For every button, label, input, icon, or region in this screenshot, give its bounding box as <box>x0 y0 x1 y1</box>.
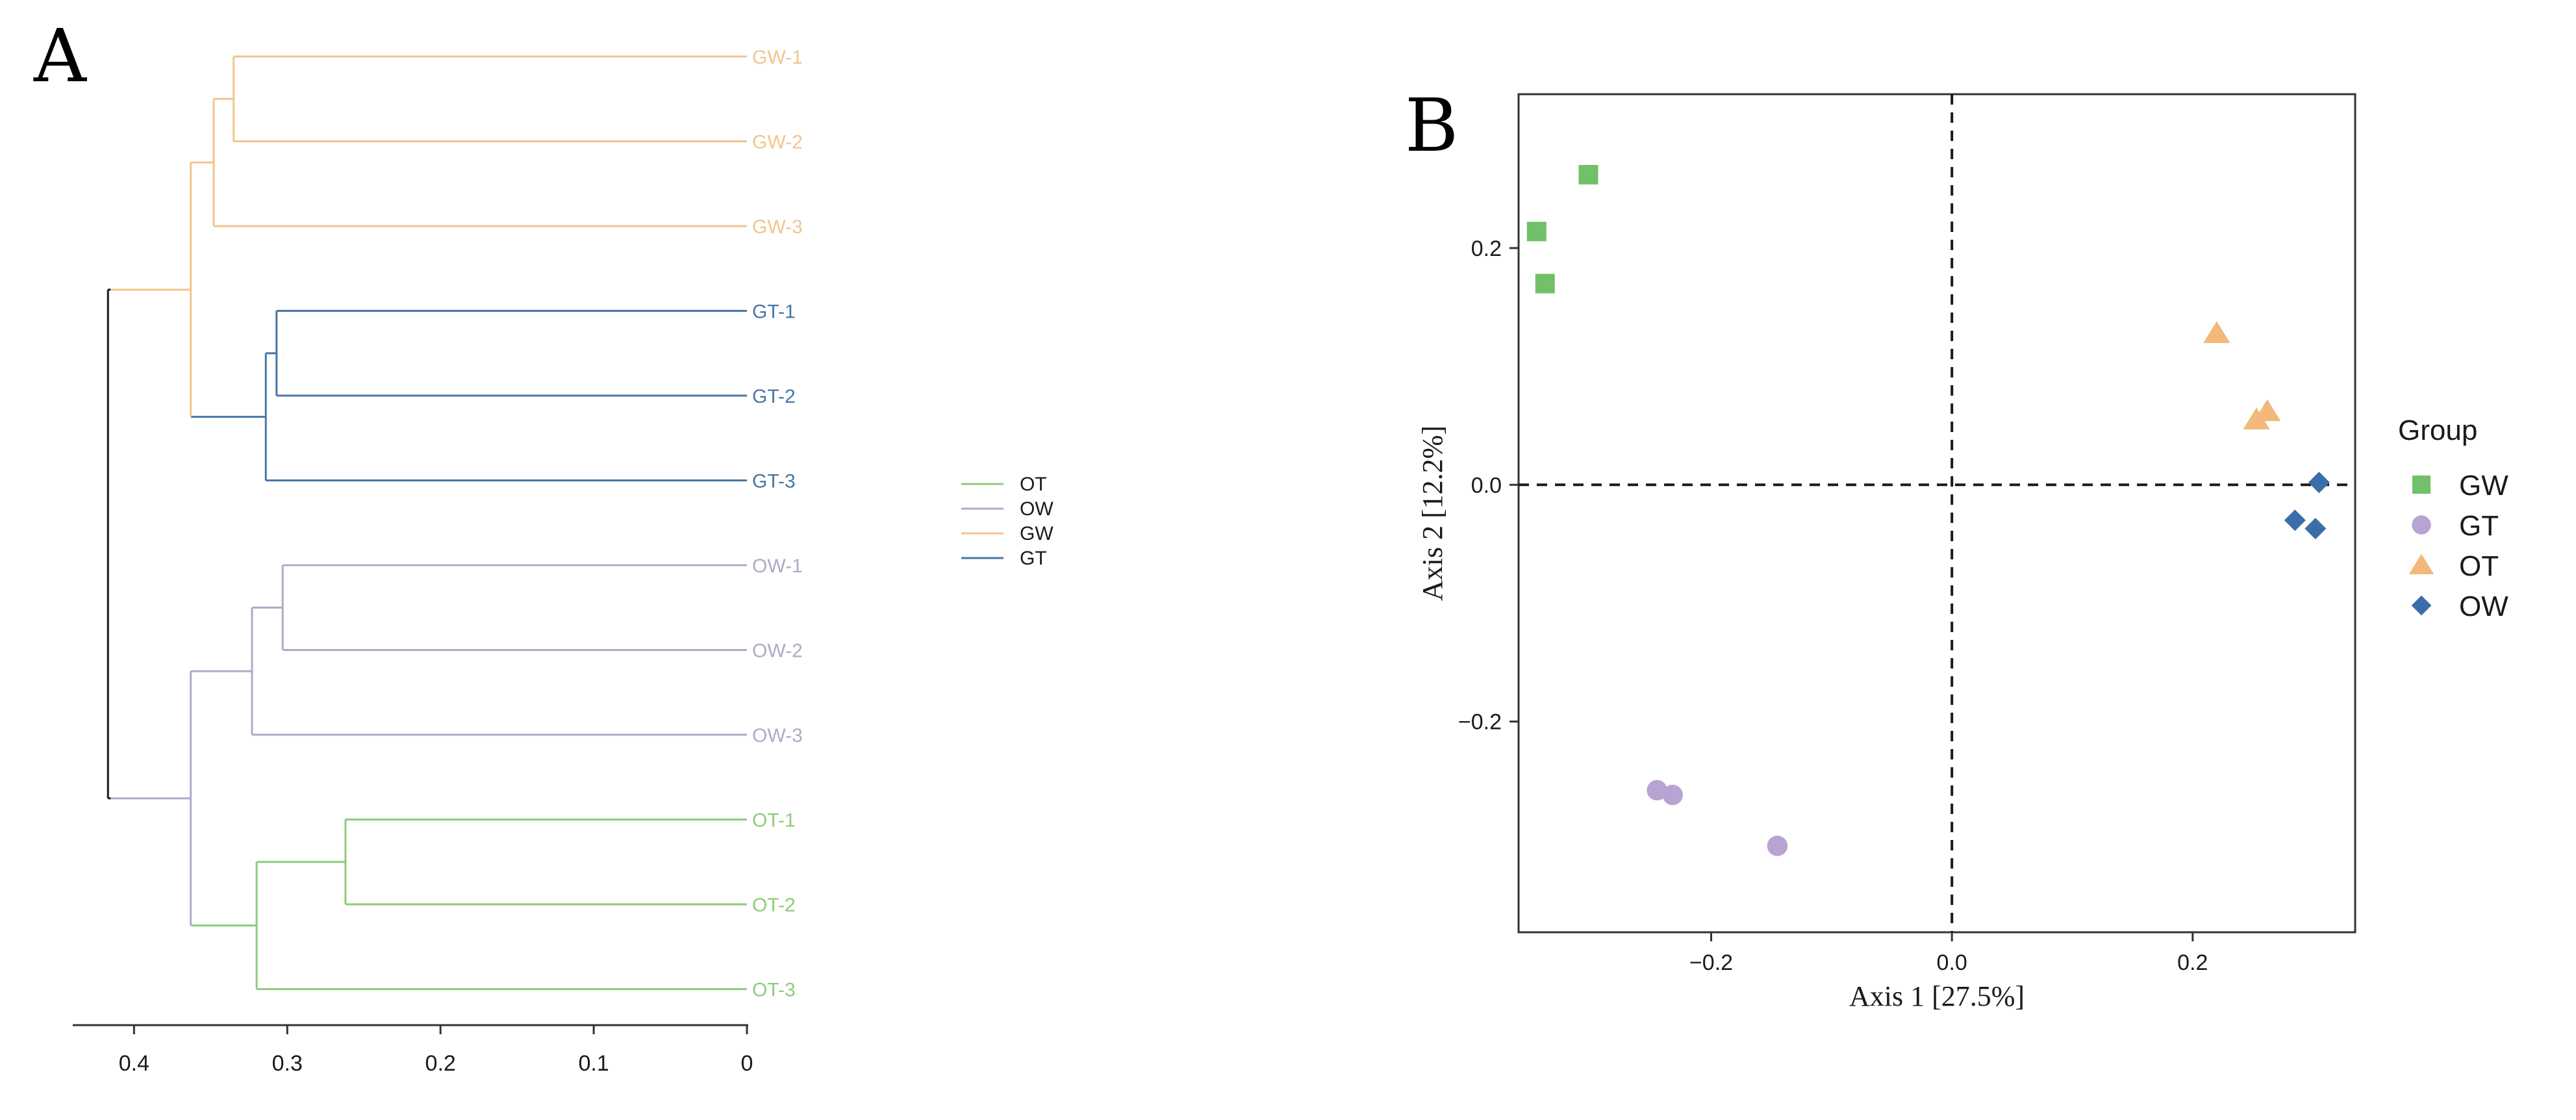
leaf-label-ow-1: OW-1 <box>752 555 803 577</box>
legend-label-ot: OT <box>1020 474 1047 495</box>
dendrogram-tick-label-1: 0.3 <box>272 1051 303 1076</box>
point-ow-2 <box>2284 509 2306 531</box>
dendrogram-legend: OT OW GW GT <box>961 474 1054 569</box>
point-gw-1 <box>1578 164 1598 185</box>
point-ow-1 <box>2308 472 2330 494</box>
point-gt-3 <box>1767 835 1788 856</box>
leaf-label-gw-1: GW-1 <box>752 47 803 68</box>
point-gt-1 <box>1647 780 1667 801</box>
y-tick-label-0: −0.2 <box>1458 710 1502 735</box>
point-ot-1 <box>2203 321 2230 344</box>
dendrogram-branches <box>107 55 747 990</box>
x-axis-title: Axis 1 [27.5%] <box>1849 980 2025 1012</box>
legend-label-gw: GW <box>2459 470 2508 502</box>
legend-label-gt: GT <box>2459 510 2499 542</box>
leaf-label-gt-2: GT-2 <box>752 386 796 407</box>
panel-label-b: B <box>1405 84 1458 168</box>
legend-label-ow: OW <box>2459 591 2508 622</box>
plot-frame <box>1517 93 2356 934</box>
leaf-label-ot-2: OT-2 <box>752 895 796 916</box>
reference-lines <box>1519 94 2355 932</box>
dendrogram-tick-label-4: 0 <box>741 1051 753 1076</box>
scatter-panel: B −0.2 0.0 0.2 −0.2 0.0 0.2 Axis 1 [27.5%] Ax… <box>1405 84 2508 1012</box>
legend-label-ow: OW <box>1020 498 1054 520</box>
leaf-label-gt-3: GT-3 <box>752 471 796 492</box>
leaf-label-gw-2: GW-2 <box>752 132 803 153</box>
legend-marker-ow <box>2411 595 2432 616</box>
x-tick-label-2: 0.2 <box>2177 950 2208 975</box>
scatter-points <box>1526 164 2330 856</box>
legend-title: Group <box>2398 414 2477 446</box>
leaf-label-ow-2: OW-2 <box>752 641 803 662</box>
legend-marker-gw <box>2412 476 2431 494</box>
dendrogram-panel: A GW-1 GW-2 GW-3 GT-1 GT-2 GT-3 OW-1 OW-2 OW-3 OT… <box>33 14 1054 1076</box>
legend-marker-gt <box>2412 515 2431 535</box>
legend-label-gt: GT <box>1020 548 1047 569</box>
point-ow-3 <box>2305 518 2327 540</box>
dendrogram-leaf-labels: GW-1 GW-2 GW-3 GT-1 GT-2 GT-3 OW-1 OW-2 OW-3 OT-1… <box>752 47 803 1001</box>
point-ot-3 <box>2243 407 2270 430</box>
leaf-label-ot-1: OT-1 <box>752 810 796 832</box>
panel-label-a: A <box>33 14 87 99</box>
scatter-axes: −0.2 0.0 0.2 −0.2 0.0 0.2 <box>1458 236 2208 975</box>
y-tick-label-1: 0.0 <box>1471 473 1502 498</box>
legend-label-ot: OT <box>2459 550 2499 582</box>
y-tick-label-2: 0.2 <box>1471 236 1502 261</box>
point-gw-2 <box>1526 222 1547 242</box>
point-gw-3 <box>1535 274 1555 294</box>
leaf-label-gt-1: GT-1 <box>752 301 796 323</box>
leaf-label-ow-3: OW-3 <box>752 725 803 746</box>
leaf-label-ot-3: OT-3 <box>752 980 796 1001</box>
x-tick-label-1: 0.0 <box>1937 950 1967 975</box>
y-axis-title: Axis 2 [12.2%] <box>1417 426 1448 601</box>
dendrogram-x-axis: 0.4 0.3 0.2 0.1 0 <box>73 1024 753 1076</box>
x-tick-label-0: −0.2 <box>1689 950 1733 975</box>
dendrogram-tick-label-0: 0.4 <box>119 1051 149 1076</box>
scatter-legend: GW GT OT OW <box>2408 470 2508 622</box>
legend-label-gw: GW <box>1020 523 1054 544</box>
dendrogram-tick-label-2: 0.2 <box>425 1051 456 1076</box>
leaf-label-gw-3: GW-3 <box>752 216 803 238</box>
dendrogram-tick-label-3: 0.1 <box>578 1051 609 1076</box>
legend-marker-ot <box>2408 554 2434 574</box>
point-gt-2 <box>1662 784 1683 806</box>
